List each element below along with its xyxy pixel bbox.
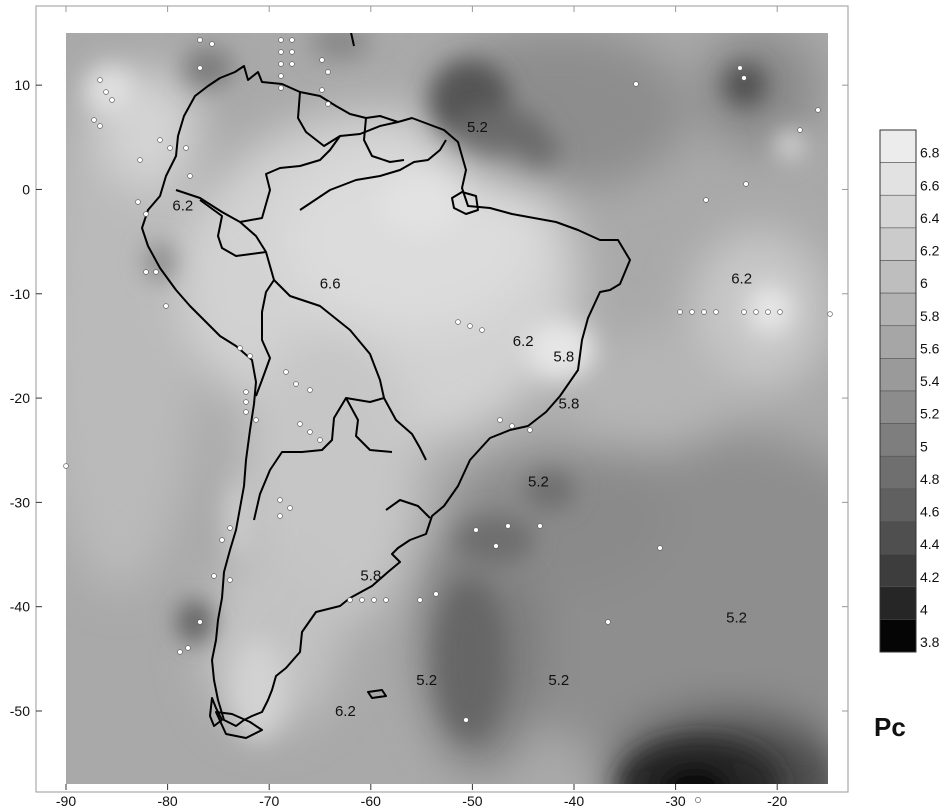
x-tick-label: -90 (56, 793, 76, 809)
coastlines (141, 33, 631, 739)
contour-label: 6.2 (172, 197, 193, 214)
contour-label: 5.8 (360, 568, 381, 585)
contour-label: 5.8 (558, 396, 579, 413)
legend-level-label: 3.8 (920, 634, 940, 650)
contour-label: 5.2 (528, 474, 549, 491)
contour-labels: 5.2 6.2 6.6 6.2 5.8 5.8 6.2 5.2 5.8 5.2 5.2 6.2 5.2 (172, 119, 752, 720)
legend-level-label: 6.8 (920, 145, 940, 161)
y-tick-label: -40 (10, 599, 30, 615)
legend-level-label: 4.6 (920, 504, 940, 520)
legend-swatch (879, 390, 917, 424)
station-markers (63, 37, 833, 803)
x-tick-label: -70 (259, 793, 279, 809)
contour-label: 5.2 (416, 672, 437, 689)
contour-field (66, 33, 828, 784)
x-axis-ticks: -90 -80 -70 -60 -50 -40 -30 -20 (56, 6, 788, 809)
legend-level-label: 5.2 (920, 406, 940, 422)
contour-label: 5.2 (726, 609, 747, 626)
legend-swatch (879, 260, 917, 294)
legend-swatch (879, 619, 917, 653)
y-axis-ticks: 10 0 -10 -20 -30 -40 -50 (10, 77, 848, 719)
contour-label: 6.2 (513, 333, 534, 350)
contour-label: 6.6 (320, 276, 341, 293)
legend-swatch (879, 423, 917, 457)
legend-swatch (879, 129, 917, 163)
legend-swatch (879, 521, 917, 555)
contour-label: 5.2 (548, 672, 569, 689)
contour-label: 6.2 (335, 703, 356, 720)
contour-label: 5.2 (467, 119, 488, 136)
x-tick-label: -30 (665, 793, 685, 809)
legend-swatch (879, 227, 917, 261)
legend-swatch (879, 325, 917, 359)
legend-swatch (879, 455, 917, 490)
x-tick-label: -20 (767, 793, 787, 809)
legend-level-label: 6 (920, 275, 928, 291)
legend-level-label: 4.2 (920, 569, 940, 585)
legend-swatch (879, 488, 917, 522)
legend-level-label: 4.8 (920, 471, 940, 487)
legend-level-label: 6.4 (920, 210, 940, 226)
x-tick-label: -50 (462, 793, 482, 809)
legend-swatch (879, 553, 917, 588)
x-tick-label: -80 (157, 793, 177, 809)
legend-swatch (879, 194, 917, 229)
legend-swatch (879, 358, 917, 392)
x-tick-label: -40 (564, 793, 584, 809)
legend-level-label: 5.4 (920, 373, 940, 389)
legend-swatch (879, 162, 917, 196)
y-tick-label: 0 (22, 181, 30, 197)
legend-level-label: 5.8 (920, 308, 940, 324)
y-tick-label: -30 (10, 494, 30, 510)
legend-level-label: 6.6 (920, 177, 940, 193)
contour-label: 5.8 (553, 349, 574, 366)
color-legend: 6.8 6.6 6.4 6.2 6 5.8 5.6 5.4 5.2 5 4.8 4.6 4.4 4.2 4 3… (879, 129, 940, 653)
legend-level-label: 5.6 (920, 340, 940, 356)
legend-level-label: 4 (920, 601, 928, 617)
legend-border (879, 129, 917, 653)
legend-level-label: 6.2 (920, 243, 940, 259)
legend-title: Pc (874, 712, 906, 742)
legend-level-label: 4.4 (920, 536, 940, 552)
y-tick-label: -10 (10, 286, 30, 302)
legend-swatch (879, 586, 917, 620)
y-tick-label: -20 (10, 390, 30, 406)
y-tick-label: -50 (10, 703, 30, 719)
legend-swatch (879, 292, 917, 327)
y-tick-label: 10 (14, 77, 30, 93)
legend-level-label: 5 (920, 438, 928, 454)
x-tick-label: -60 (361, 793, 381, 809)
contour-label: 6.2 (731, 270, 752, 287)
